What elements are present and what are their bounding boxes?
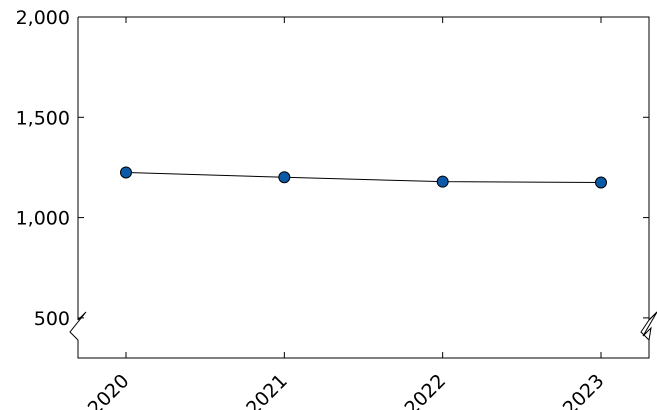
plot-frame <box>77 16 657 359</box>
x-tick-label: 2020 <box>84 370 134 410</box>
data-point <box>278 171 291 184</box>
data-point <box>595 176 607 189</box>
x-tick-label: 2021 <box>242 370 292 410</box>
y-axis-break-right <box>640 311 657 341</box>
series-line <box>125 171 602 183</box>
y-tick-label: 500 <box>34 308 70 330</box>
x-tick-label: 2022 <box>400 370 450 410</box>
y-tick-label: 2,000 <box>16 7 70 29</box>
x-tick-label: 2023 <box>559 370 609 410</box>
y-tick-label: 1,500 <box>16 107 70 129</box>
data-point <box>120 166 132 179</box>
y-tick-label: 1,000 <box>16 208 70 230</box>
y-axis-break-left <box>69 311 87 341</box>
data-point <box>436 175 449 188</box>
